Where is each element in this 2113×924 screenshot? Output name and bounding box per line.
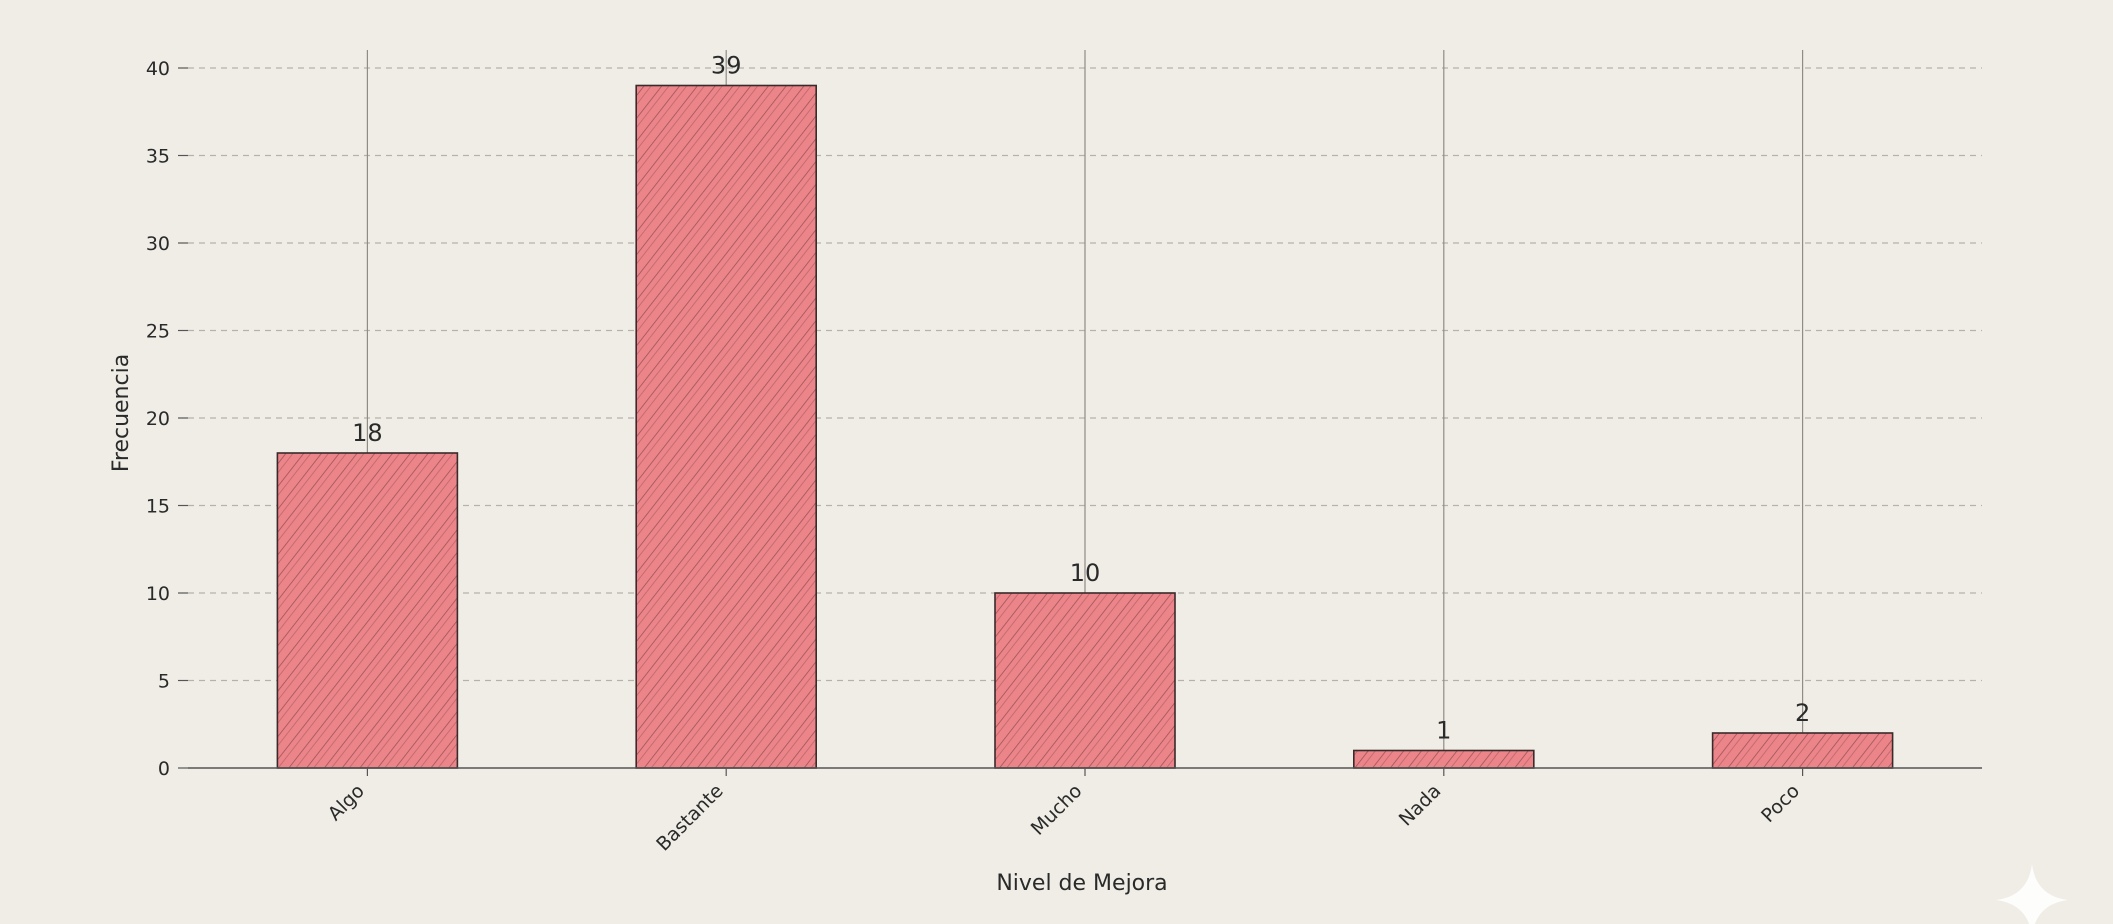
bar-outline xyxy=(1711,732,1894,769)
y-tick-label: 0 xyxy=(158,758,170,780)
bars xyxy=(276,84,1894,769)
bar-bastante xyxy=(635,84,818,769)
x-tick-label: Nada xyxy=(1395,780,1446,831)
data-label: 10 xyxy=(1070,559,1101,587)
y-axis-label: Frecuencia xyxy=(109,354,134,472)
y-tick-label: 15 xyxy=(146,496,170,518)
y-tick-label: 25 xyxy=(146,321,170,343)
x-tick-label: Poco xyxy=(1757,780,1804,827)
bar-nada xyxy=(1353,749,1535,769)
y-tick-label: 40 xyxy=(146,58,170,80)
y-tick-label: 35 xyxy=(146,146,170,168)
bar-outline xyxy=(994,592,1176,769)
x-tick-label: Bastante xyxy=(652,780,728,856)
bar-outline xyxy=(1353,749,1535,769)
y-tick-label: 5 xyxy=(158,671,170,693)
data-label: 18 xyxy=(352,419,383,447)
y-tick-label: 20 xyxy=(146,408,170,430)
x-tick-label: Algo xyxy=(324,780,369,825)
y-tick-label: 30 xyxy=(146,233,170,255)
axes xyxy=(178,67,1982,776)
x-axis-label: Nivel de Mejora xyxy=(996,871,1167,896)
x-tick-label: Mucho xyxy=(1027,780,1087,840)
bar-poco xyxy=(1711,732,1894,769)
data-label: 39 xyxy=(711,52,742,80)
bar-outline xyxy=(635,84,818,769)
data-label: 1 xyxy=(1436,717,1451,745)
bar-mucho xyxy=(994,592,1176,769)
bar-algo xyxy=(276,452,459,769)
data-label: 2 xyxy=(1795,699,1810,727)
y-tick-label: 10 xyxy=(146,583,170,605)
bar-outline xyxy=(276,452,459,769)
sparkle-icon xyxy=(1996,864,2068,924)
